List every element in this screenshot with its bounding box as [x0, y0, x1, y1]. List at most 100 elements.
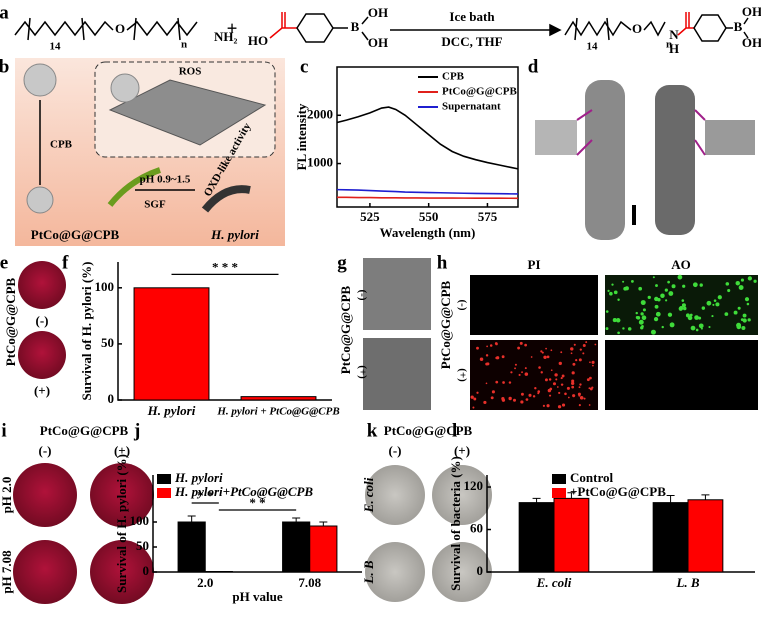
fluorescent-cell [543, 355, 547, 359]
agar-plate [90, 540, 154, 604]
fluorescent-cell [524, 372, 529, 376]
fluorescent-cell [483, 400, 487, 405]
fluorescent-cell [550, 369, 553, 372]
text: (-) [36, 313, 49, 328]
fluorescent-cell [647, 295, 651, 300]
fluorescent-cell [545, 347, 547, 350]
fluorescent-cell [657, 298, 661, 302]
fluorescent-cell [517, 346, 521, 350]
fluorescent-cell [558, 361, 562, 366]
text: pH 0.9~1.5 [140, 174, 191, 186]
legend-label: Supernatant [442, 101, 501, 113]
y-tick-label: 50 [101, 335, 114, 350]
y-tick-label: 60 [470, 521, 483, 536]
fluorescent-cell [738, 285, 744, 290]
agar-plate [13, 540, 77, 604]
fluorescent-cell [627, 327, 632, 331]
text: (-) [456, 300, 468, 311]
agar-plate [432, 542, 492, 602]
panel-label: a [0, 2, 9, 23]
fluorescent-cell [571, 385, 575, 389]
fluorescent-cell [579, 348, 582, 351]
fluorescent-cell [514, 367, 516, 370]
panel-label: c [300, 56, 308, 77]
fluorescent-cell [655, 284, 658, 287]
x-tick-label: 575 [478, 209, 498, 224]
fluorescent-cell [549, 394, 552, 397]
fluorescent-cell [578, 358, 582, 362]
nanoparticle [26, 186, 54, 214]
fluorescent-cell [641, 325, 644, 328]
fluorescent-cell [740, 278, 744, 282]
fluorescent-cell [501, 398, 506, 402]
fluorescent-cell [555, 378, 558, 381]
x-tick-label: 525 [360, 209, 380, 224]
fluorescent-cell [586, 378, 590, 382]
bacterium [107, 167, 161, 207]
y-tick-label: 1000 [307, 155, 333, 170]
text: ROS [179, 66, 202, 78]
fluorescent-cell [528, 393, 532, 397]
text: (+) [34, 383, 50, 398]
fluorescent-cell [479, 357, 484, 362]
fluorescent-cell [638, 286, 643, 291]
fluorescent-cell [486, 345, 488, 348]
fluorescent-cell [524, 367, 527, 370]
fluorescent-cell [613, 290, 618, 295]
text: PtCo@G@CPB [3, 277, 18, 366]
fluorescent-cell [681, 299, 685, 302]
fluorescent-cell [742, 318, 747, 323]
fluorescent-cell [742, 313, 747, 318]
panel-label: b [0, 56, 9, 77]
axes-frame [336, 66, 519, 208]
graphene-sheet [108, 79, 267, 146]
carbonyl [281, 12, 286, 28]
bar [687, 499, 724, 573]
subscript: n [181, 39, 187, 51]
fluorescent-cell [519, 341, 523, 345]
atom: OH [368, 5, 388, 20]
tem-inset [535, 120, 577, 155]
fluorescent-cell [547, 388, 552, 393]
fluorescent-cell [557, 405, 562, 409]
fluorescent-cell [591, 360, 595, 364]
scheme-a [14, 12, 749, 43]
fluorescent-cell [746, 302, 750, 306]
agar-plate [365, 465, 425, 525]
x-tick-label: E. coli [536, 575, 572, 590]
fluorescent-cell [489, 344, 493, 347]
bonds [726, 17, 749, 39]
atom: O [632, 21, 642, 36]
fluorescent-cell [735, 280, 740, 286]
series-line [337, 196, 519, 200]
fluorescent-cell [485, 382, 488, 385]
fluorescent-cell [495, 356, 498, 360]
fluorescent-cell [747, 318, 751, 322]
atom: NH₂ [214, 29, 238, 44]
fluorescent-cell [572, 394, 576, 398]
x-tick-label: 7.08 [298, 575, 321, 590]
fluorescent-cell [502, 381, 505, 384]
fluorescent-cell [556, 386, 559, 388]
atom: OH [368, 35, 388, 50]
fluorescent-cell [578, 386, 581, 389]
panel-label: l [452, 420, 457, 441]
fluorescent-cell [698, 323, 704, 329]
fluorescent-cell [582, 343, 586, 347]
panel-label: d [528, 56, 539, 77]
peg-chain [126, 20, 198, 37]
text: (-) [39, 443, 52, 458]
bar [518, 502, 555, 573]
fluorescent-cell [635, 311, 638, 315]
fluorescent-cell [694, 315, 699, 320]
fluorescent-cell [530, 356, 533, 358]
text: PtCo@G@CPB [40, 423, 129, 438]
fluorescent-cell [622, 327, 625, 330]
legend-label: H. pylori+PtCo@G@CPB [174, 484, 313, 499]
fluorescent-cell [570, 352, 573, 355]
fluorescent-cell [538, 366, 541, 369]
fluorescent-cell [611, 283, 614, 286]
fluorescent-cell [520, 400, 524, 404]
fluorescent-cell [687, 315, 693, 321]
amide [677, 27, 694, 36]
